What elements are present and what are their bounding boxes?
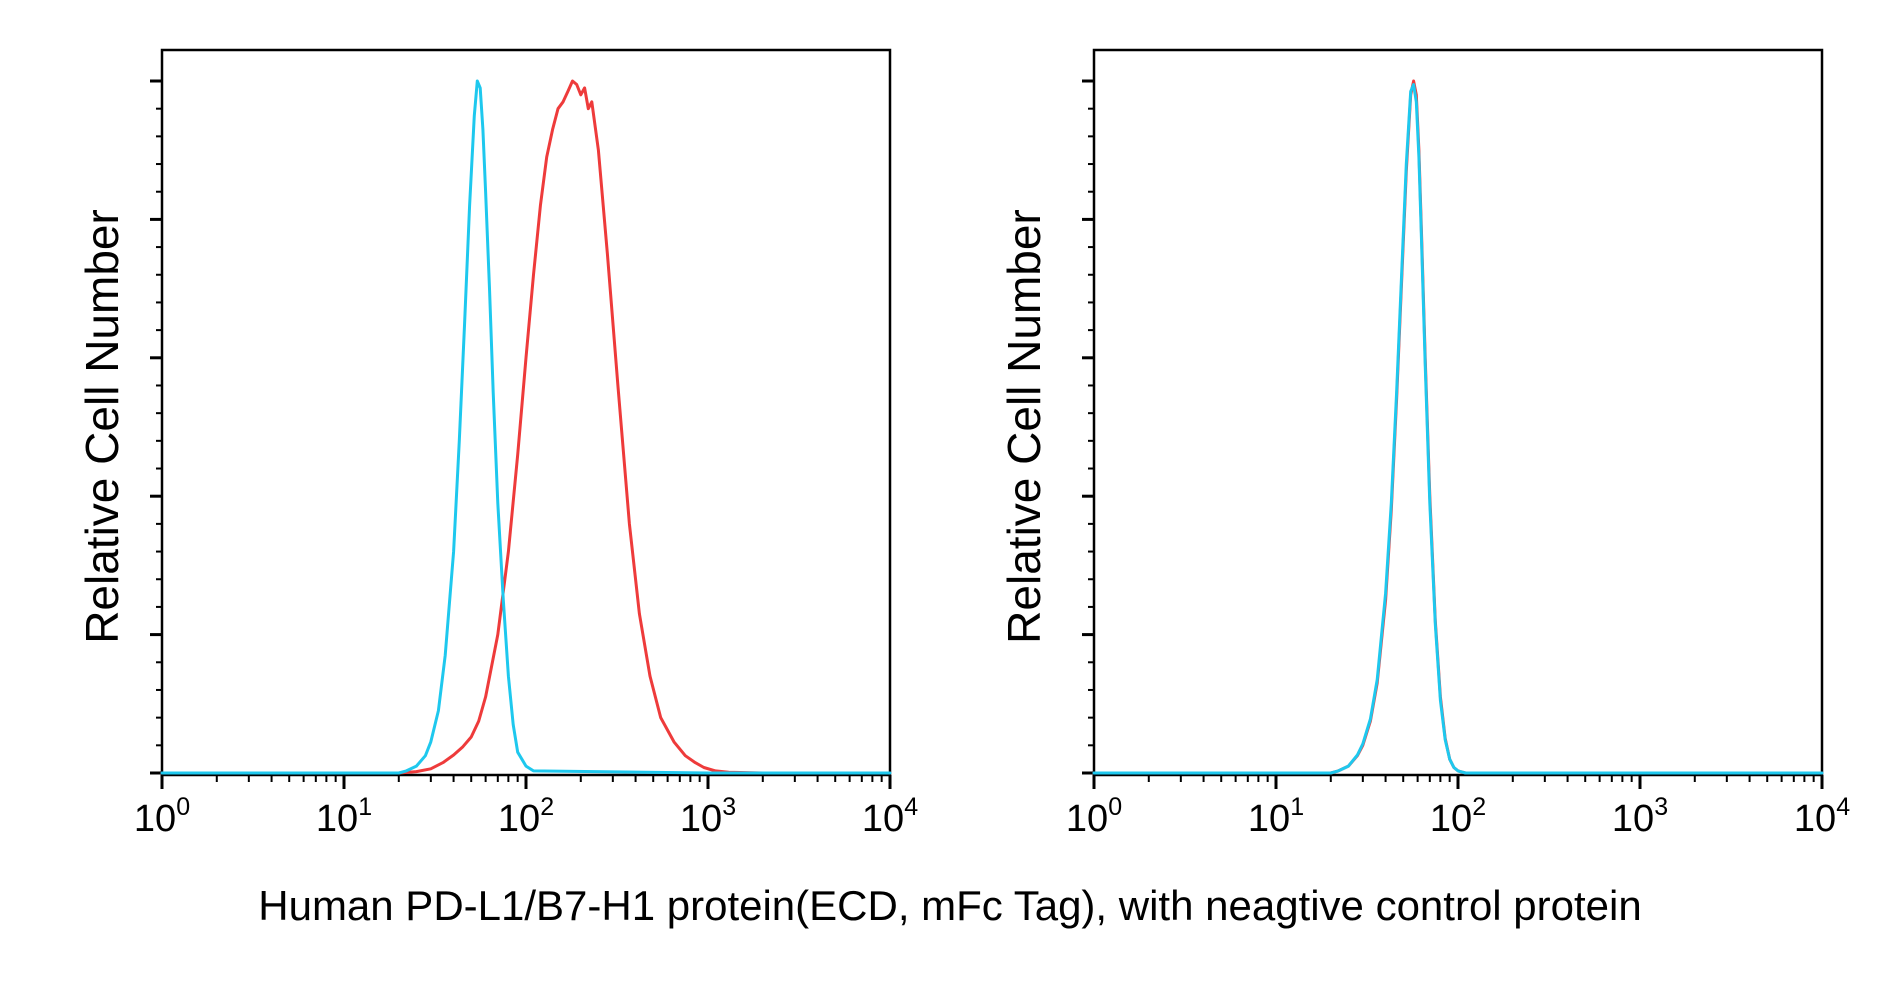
x-tick-label: 104	[1794, 793, 1850, 840]
figure-caption: Human PD-L1/B7-H1 protein(ECD, mFc Tag),…	[258, 882, 1642, 929]
x-tick-label: 100	[1066, 793, 1122, 840]
x-tick-label: 102	[1430, 793, 1486, 840]
x-tick-label: 102	[498, 793, 554, 840]
y-axis-label: Relative Cell Number	[998, 209, 1050, 644]
right-histogram-panel: 100 101 102 103 104 Relative Cell Number	[998, 48, 1850, 840]
x-tick-label: 100	[134, 793, 190, 840]
histogram-line	[160, 79, 892, 775]
x-tick-label: 101	[1248, 793, 1304, 840]
x-tick-label: 101	[316, 793, 372, 840]
y-axis-label: Relative Cell Number	[76, 209, 128, 644]
plot-frame	[1092, 48, 1824, 777]
histogram-line	[160, 79, 892, 775]
histogram-line	[1092, 79, 1824, 775]
histogram-line	[1092, 83, 1824, 775]
x-tick-label: 104	[862, 793, 918, 840]
x-tick-label: 103	[680, 793, 736, 840]
left-histogram-panel: 100 101 102 103 104 Relative Cell Number	[76, 48, 918, 840]
x-tick-label: 103	[1612, 793, 1668, 840]
plot-frame	[160, 48, 892, 777]
